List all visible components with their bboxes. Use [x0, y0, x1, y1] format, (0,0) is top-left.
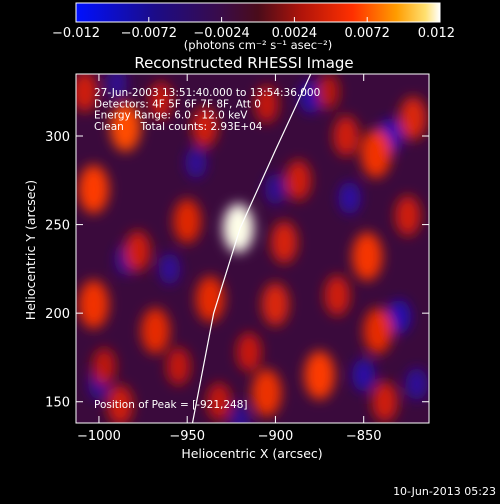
emission-source-19	[285, 160, 312, 201]
emission-source-25	[395, 195, 421, 236]
info-annotations: 27-Jun-2003 13:51:40.000 to 13:54:36.000…	[94, 87, 320, 133]
x-tick-label: −850	[346, 429, 382, 444]
heatmap-sources	[76, 74, 428, 423]
emission-source-13	[251, 369, 282, 417]
emission-source-27	[271, 221, 298, 264]
emission-source-16	[192, 106, 218, 148]
dark-spot-12	[185, 146, 207, 179]
emission-source-29	[92, 347, 116, 385]
colorbar-tick-label: −0.012	[52, 26, 100, 41]
y-tick-label: 300	[45, 130, 70, 145]
colorbar-tick-label: −0.0072	[121, 26, 177, 41]
x-tick-label: −1000	[77, 429, 121, 444]
y-tick-label: 250	[45, 219, 70, 234]
x-tick-label: −900	[258, 429, 294, 444]
emission-source-4	[78, 280, 109, 329]
emission-source-7	[261, 282, 290, 326]
emission-source-10	[360, 129, 392, 179]
emission-source-23	[372, 381, 398, 422]
emission-source-12	[399, 96, 427, 140]
annotation-line-3: Clean Total counts: 2.93E+04	[94, 121, 263, 133]
emission-source-9	[351, 232, 383, 281]
emission-source-18	[363, 307, 393, 354]
emission-source-20	[166, 347, 191, 386]
peak-position-label: Position of Peak = [-921,248]	[94, 399, 248, 411]
colorbar-region: −0.012 −0.0072 −0.0024 0.0024 0.0072 0.012 (p…	[0, 0, 500, 60]
colorbar-tick-label: 0.0072	[344, 26, 390, 41]
emission-source-11	[333, 115, 359, 157]
emission-source-22	[125, 230, 151, 272]
plot-frame	[75, 73, 430, 424]
solar-limb-curve	[191, 74, 312, 423]
peak-core	[227, 214, 250, 243]
dark-spot-5	[352, 358, 376, 392]
emission-source-2	[110, 102, 141, 152]
annotation-line-2: Energy Range: 6.0 - 12.0 keV	[94, 110, 248, 122]
colorbar-tick-label: −0.0024	[193, 26, 249, 41]
colorbar-gradient	[75, 2, 441, 23]
chart-title: Reconstructed RHESSI Image	[134, 54, 353, 72]
y-axis-label: Heliocentric Y (arcsec)	[23, 180, 38, 320]
dark-spot-2	[299, 80, 323, 114]
emission-source-1	[173, 198, 202, 244]
emission-source-21	[76, 74, 98, 112]
dark-spot-1	[386, 299, 411, 334]
y-tick-label: 150	[45, 396, 70, 411]
emission-source-15	[207, 382, 231, 421]
annotation-line-1: Detectors: 4F 5F 6F 7F 8F, Att 0	[94, 98, 261, 110]
emission-source-26	[148, 81, 173, 120]
x-axis-label: Heliocentric X (arcsec)	[181, 446, 322, 461]
annotation-line-0: 27-Jun-2003 13:51:40.000 to 13:54:36.000	[94, 87, 320, 99]
x-tick-label: −950	[169, 429, 205, 444]
emission-source-30	[317, 74, 340, 110]
colorbar-svg: −0.012 −0.0072 −0.0024 0.0024 0.0072 0.012 (p…	[52, 2, 455, 52]
colorbar-ticks: −0.012 −0.0072 −0.0024 0.0024 0.0072 0.012	[52, 17, 455, 41]
dark-spot-11	[405, 368, 428, 401]
emission-source-3	[78, 164, 109, 214]
emission-source-28	[324, 275, 350, 316]
emission-source-14	[107, 385, 133, 423]
footer-timestamp: 10-Jun-2013 05:23	[393, 485, 496, 498]
y-tick-label: 200	[45, 307, 70, 322]
emission-source-5	[140, 307, 170, 354]
dark-spot-9	[106, 74, 128, 99]
dark-spot-8	[229, 403, 251, 423]
x-axis-ticks: −1000 −950 −900 −850	[77, 74, 382, 444]
dark-spot-4	[158, 253, 181, 285]
colorbar-tick-label: 0.012	[418, 26, 455, 41]
y-axis-ticks: 150 200 250 300	[45, 130, 429, 411]
emission-source-6	[195, 276, 225, 322]
emission-source-24	[236, 332, 262, 372]
dark-spot-3	[338, 181, 361, 215]
emission-source-8	[304, 350, 335, 400]
dark-spot-10	[264, 173, 286, 205]
emission-source-17	[254, 85, 279, 124]
colorbar-tick-label: 0.0024	[272, 26, 318, 41]
colorbar-unit-label: (photons cm⁻² s⁻¹ asec⁻²)	[184, 38, 332, 52]
